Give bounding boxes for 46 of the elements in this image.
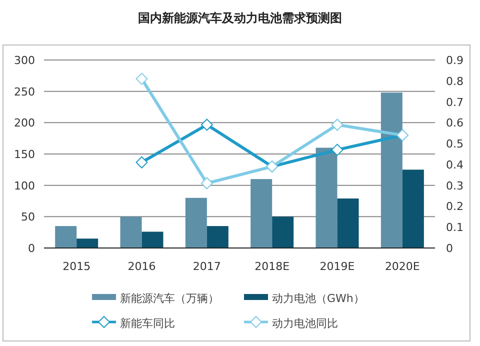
x-tick-label: 2017 — [192, 260, 221, 273]
point — [331, 144, 344, 156]
bar — [316, 148, 338, 248]
bar — [272, 216, 294, 248]
bar — [142, 232, 164, 248]
y2-tick-label: 0.6 — [446, 116, 464, 130]
legend-label: 动力电池同比 — [272, 317, 338, 330]
x-tick-label: 2020E — [384, 260, 420, 273]
point — [331, 118, 344, 131]
y-tick-label: 300 — [14, 54, 35, 67]
bar — [55, 226, 77, 248]
y2-tick-label: 0.7 — [446, 96, 464, 109]
legend-label: 新能源汽车（万辆） — [120, 292, 219, 305]
y2-tick-label: 0.5 — [446, 138, 464, 151]
point — [136, 156, 148, 168]
y2-tick-label: 0.9 — [446, 54, 464, 67]
y2-tick-label: 0 — [446, 242, 453, 255]
y-tick-label: 150 — [14, 148, 35, 161]
point — [200, 118, 213, 131]
x-tick-label: 2015 — [62, 260, 91, 273]
bar — [120, 216, 142, 248]
bar — [380, 92, 402, 248]
bar — [250, 179, 272, 248]
bar — [76, 238, 98, 248]
chart-title: 国内新能源汽车及动力电池需求预测图 — [138, 11, 342, 25]
y-tick-label: 100 — [14, 179, 35, 192]
y2-tick-label: 0.8 — [446, 74, 464, 88]
point — [200, 177, 213, 190]
bar — [206, 226, 228, 248]
y2-tick-label: 0.2 — [446, 200, 464, 214]
bar — [337, 198, 359, 248]
y-tick-label: 50 — [21, 210, 35, 224]
x-tick-label: 2018E — [254, 260, 290, 273]
y2-tick-label: 0.4 — [446, 158, 464, 172]
y-tick-label: 200 — [14, 116, 35, 130]
x-tick-label: 2016 — [128, 260, 156, 273]
x-tick-label: 2019E — [320, 260, 355, 273]
bar — [402, 170, 424, 248]
legend-label: 新能车同比 — [120, 317, 175, 330]
y-tick-label: 0 — [28, 242, 35, 255]
point — [136, 72, 148, 85]
y2-tick-label: 0.1 — [446, 221, 464, 234]
y2-tick-label: 0.3 — [446, 179, 464, 192]
bar — [185, 198, 207, 248]
legend-label: 动力电池（GWh） — [272, 292, 364, 305]
y-tick-label: 250 — [14, 85, 35, 98]
